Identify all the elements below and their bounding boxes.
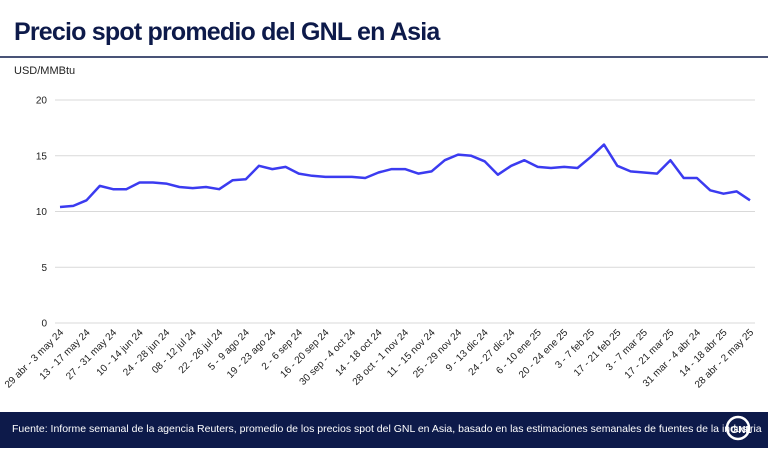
data-line: [59, 143, 751, 209]
chart-title: Precio spot promedio del GNL en Asia: [14, 18, 441, 46]
logo-ring: [725, 415, 751, 441]
source: Fuente: Informe semanal de la agencia Re…: [12, 423, 762, 435]
y-tick-label: 15: [36, 151, 48, 162]
y-tick-label: 20: [36, 96, 48, 107]
logo: GNL: [730, 425, 751, 436]
y-axis-label: USD/MMBtu: [14, 65, 75, 77]
y-tick-label: 10: [36, 207, 48, 218]
y-tick-label: 5: [41, 263, 47, 274]
y-tick-label: 0: [41, 319, 47, 330]
footer: [0, 412, 768, 448]
